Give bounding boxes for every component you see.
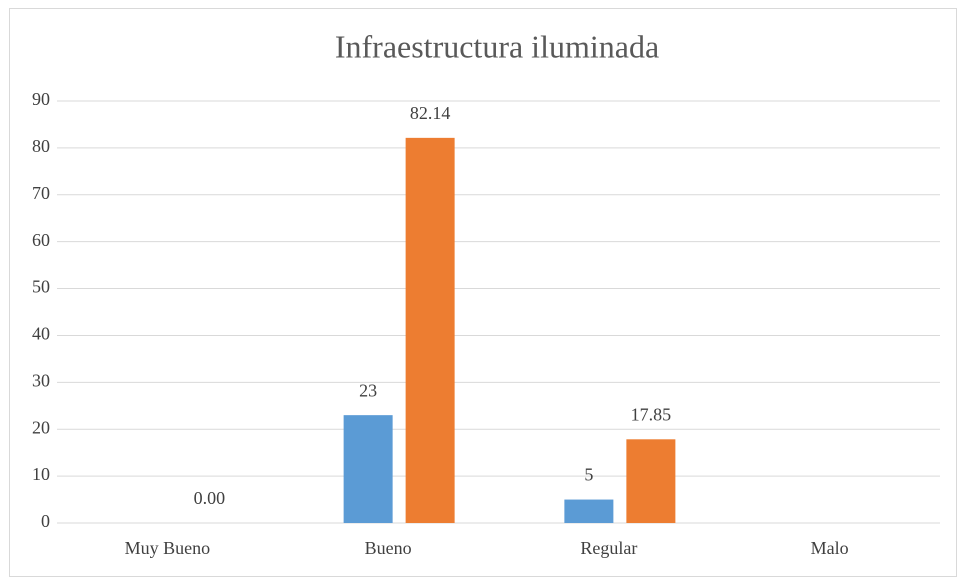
x-tick-label: Regular: [580, 538, 637, 558]
y-tick-label: 30: [32, 370, 50, 390]
y-tick-label: 70: [32, 183, 50, 203]
bar: [343, 415, 393, 523]
data-label: 82.14: [410, 103, 451, 123]
bar: [564, 499, 614, 523]
data-label: 17.85: [631, 404, 672, 424]
chart-frame: [9, 8, 957, 577]
data-label: 0.00: [194, 488, 226, 508]
x-tick-label: Malo: [811, 538, 849, 558]
bar: [405, 137, 455, 523]
y-tick-label: 20: [32, 417, 50, 437]
y-tick-label: 40: [32, 324, 50, 344]
y-tick-label: 90: [32, 89, 50, 109]
y-tick-label: 80: [32, 136, 50, 156]
x-tick-label: Muy Bueno: [125, 538, 211, 558]
y-tick-label: 10: [32, 464, 50, 484]
x-tick-label: Bueno: [365, 538, 412, 558]
data-label: 23: [359, 380, 377, 400]
y-tick-label: 60: [32, 230, 50, 250]
y-tick-label: 0: [41, 511, 50, 531]
chart-title: Infraestructura iluminada: [335, 28, 659, 64]
y-tick-label: 50: [32, 277, 50, 297]
bar: [626, 439, 676, 523]
data-label: 5: [584, 465, 593, 485]
